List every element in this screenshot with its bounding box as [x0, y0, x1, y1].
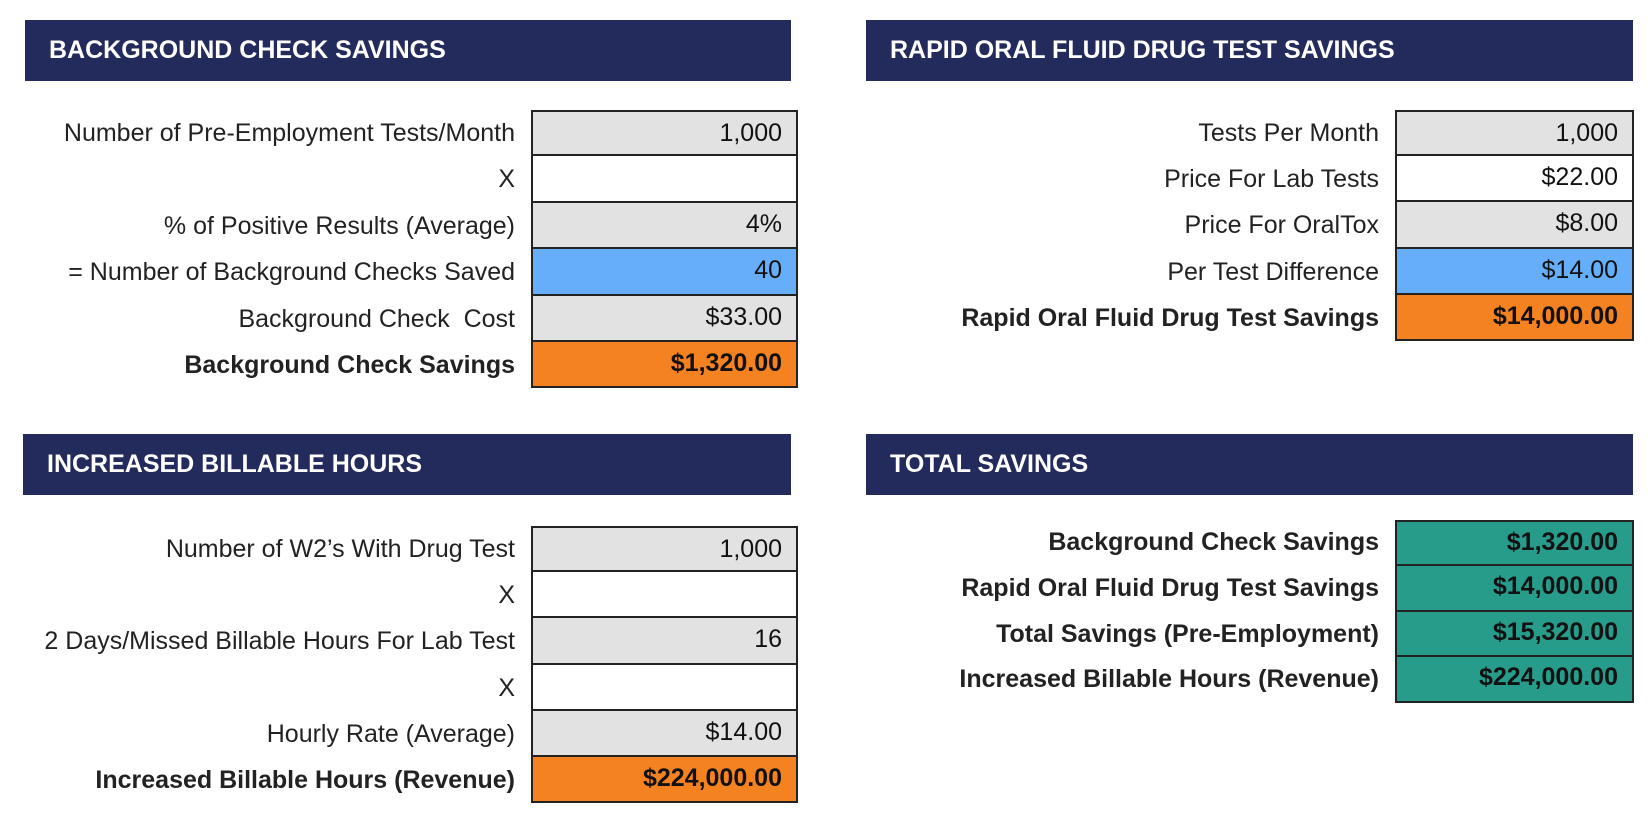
row-label: Total Savings (Pre-Employment) [996, 619, 1379, 648]
row-label: Background Check Cost [238, 304, 515, 333]
value-cell: $224,000.00 [531, 755, 798, 804]
row-label: Hourly Rate (Average) [266, 719, 515, 748]
section-header: INCREASED BILLABLE HOURS [23, 434, 791, 495]
section-header: BACKGROUND CHECK SAVINGS [25, 20, 791, 81]
section-header: TOTAL SAVINGS [866, 434, 1633, 495]
value-cell: $14.00 [1395, 246, 1634, 295]
value-cell: $8.00 [1395, 200, 1634, 249]
row-label: X [498, 581, 515, 610]
value-cell: $224,000.00 [1395, 655, 1634, 704]
row-label: Number of Pre-Employment Tests/Month [63, 119, 515, 147]
value-cell: $14,000.00 [1395, 563, 1634, 612]
value-cell: $15,320.00 [1395, 609, 1634, 658]
value-cell: $1,320.00 [531, 340, 798, 389]
row-label: Rapid Oral Fluid Drug Test Savings [961, 303, 1379, 332]
row-label: X [498, 673, 515, 702]
value-cell: 4% [531, 200, 798, 250]
row-label: 2 Days/Missed Billable Hours For Lab Tes… [44, 627, 515, 656]
row-label: Price For OralTox [1184, 211, 1379, 240]
value-cell: $1,320.00 [1395, 520, 1634, 566]
value-cell: $22.00 [1395, 154, 1634, 203]
row-label: Number of W2’s With Drug Test [165, 535, 515, 563]
row-label: Rapid Oral Fluid Drug Test Savings [961, 573, 1379, 602]
row-label: Price For Lab Tests [1164, 165, 1379, 194]
value-cell: $14,000.00 [1395, 292, 1634, 341]
value-cell: $14.00 [531, 708, 798, 757]
row-label: Increased Billable Hours (Revenue) [95, 766, 515, 794]
row-label: X [498, 165, 515, 194]
section-header: RAPID ORAL FLUID DRUG TEST SAVINGS [866, 20, 1633, 81]
value-cell: 40 [531, 247, 798, 296]
row-label: Background Check Savings [1048, 528, 1379, 556]
value-cell: 1,000 [1395, 110, 1634, 157]
row-label: Tests Per Month [1198, 119, 1379, 147]
value-cell: 16 [531, 616, 798, 665]
value-cell: 1,000 [531, 110, 798, 157]
row-label: Background Check Savings [184, 351, 515, 379]
row-label: = Number of Background Checks Saved [68, 258, 515, 287]
row-label: Increased Billable Hours (Revenue) [959, 665, 1379, 694]
row-label: % of Positive Results (Average) [163, 211, 515, 240]
row-label: Per Test Difference [1167, 257, 1379, 286]
